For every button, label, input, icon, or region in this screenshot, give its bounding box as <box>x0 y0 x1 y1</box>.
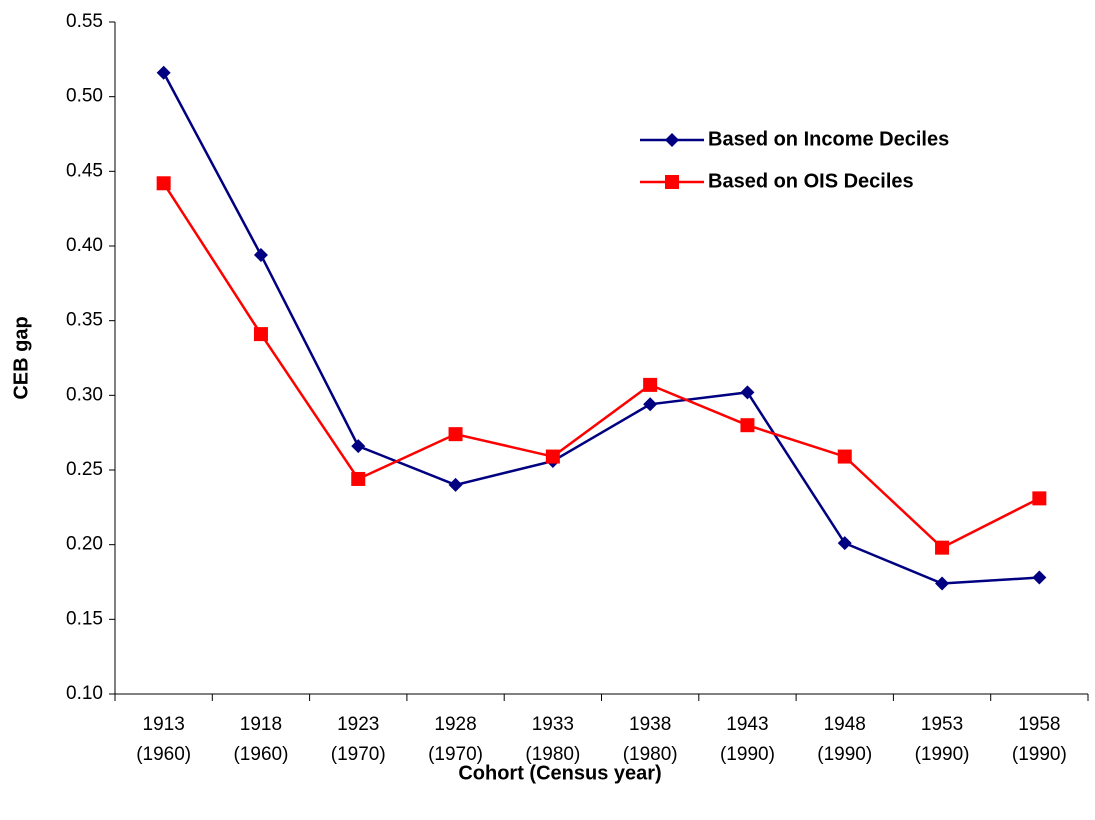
legend-marker <box>665 175 679 189</box>
y-tick-label: 0.20 <box>66 534 103 555</box>
y-tick-label: 0.25 <box>66 459 103 480</box>
x-tick-label: (1980) <box>623 744 678 765</box>
legend-label: Based on OIS Deciles <box>708 170 914 192</box>
y-tick-label: 0.40 <box>66 235 103 256</box>
x-tick-label: 1918 <box>240 714 282 735</box>
x-tick-label: 1923 <box>337 714 379 735</box>
point <box>1032 491 1047 506</box>
point <box>448 427 463 442</box>
point <box>740 418 755 433</box>
y-tick-label: 0.55 <box>66 11 103 32</box>
point <box>545 449 560 464</box>
x-tick-label: 1913 <box>143 714 185 735</box>
point <box>643 377 658 392</box>
x-tick-label: (1990) <box>720 744 775 765</box>
x-tick-label: 1953 <box>921 714 963 735</box>
x-tick-label: (1980) <box>525 744 580 765</box>
point <box>935 540 950 555</box>
series-line <box>162 72 1040 585</box>
x-tick-label: 1928 <box>434 714 476 735</box>
point <box>837 449 852 464</box>
point <box>253 247 268 262</box>
x-axis-title: Cohort (Census year) <box>458 762 661 784</box>
x-tick-label: (1990) <box>915 744 970 765</box>
x-tick-label: (1970) <box>331 744 386 765</box>
y-tick-label: 0.45 <box>66 160 103 181</box>
y-tick-label: 0.50 <box>66 86 103 107</box>
point <box>837 536 852 551</box>
x-tick-label: 1933 <box>532 714 574 735</box>
y-tick-label: 0.30 <box>66 384 103 405</box>
x-tick-label: (1970) <box>428 744 483 765</box>
x-tick-label: (1990) <box>817 744 872 765</box>
x-tick-label: (1960) <box>136 744 191 765</box>
point <box>935 576 950 591</box>
y-tick-label: 0.15 <box>66 608 103 629</box>
x-tick-label: 1938 <box>629 714 671 735</box>
y-axis-title: CEB gap <box>10 316 32 399</box>
series-line <box>162 182 1040 550</box>
x-tick-label: 1958 <box>1018 714 1060 735</box>
y-tick-label: 0.35 <box>66 310 103 331</box>
point <box>1032 570 1047 585</box>
x-tick-label: (1990) <box>1012 744 1067 765</box>
point <box>253 327 268 342</box>
point <box>351 471 366 486</box>
point <box>351 439 366 454</box>
point <box>643 397 658 412</box>
legend-marker <box>665 133 679 147</box>
point <box>156 176 171 191</box>
point <box>448 477 463 492</box>
x-tick-label: 1948 <box>824 714 866 735</box>
y-tick-label: 0.10 <box>66 683 103 704</box>
point <box>156 65 171 80</box>
x-tick-label: 1943 <box>726 714 768 735</box>
point <box>740 385 755 400</box>
x-tick-label: (1960) <box>233 744 288 765</box>
legend-label: Based on Income Deciles <box>708 128 949 150</box>
